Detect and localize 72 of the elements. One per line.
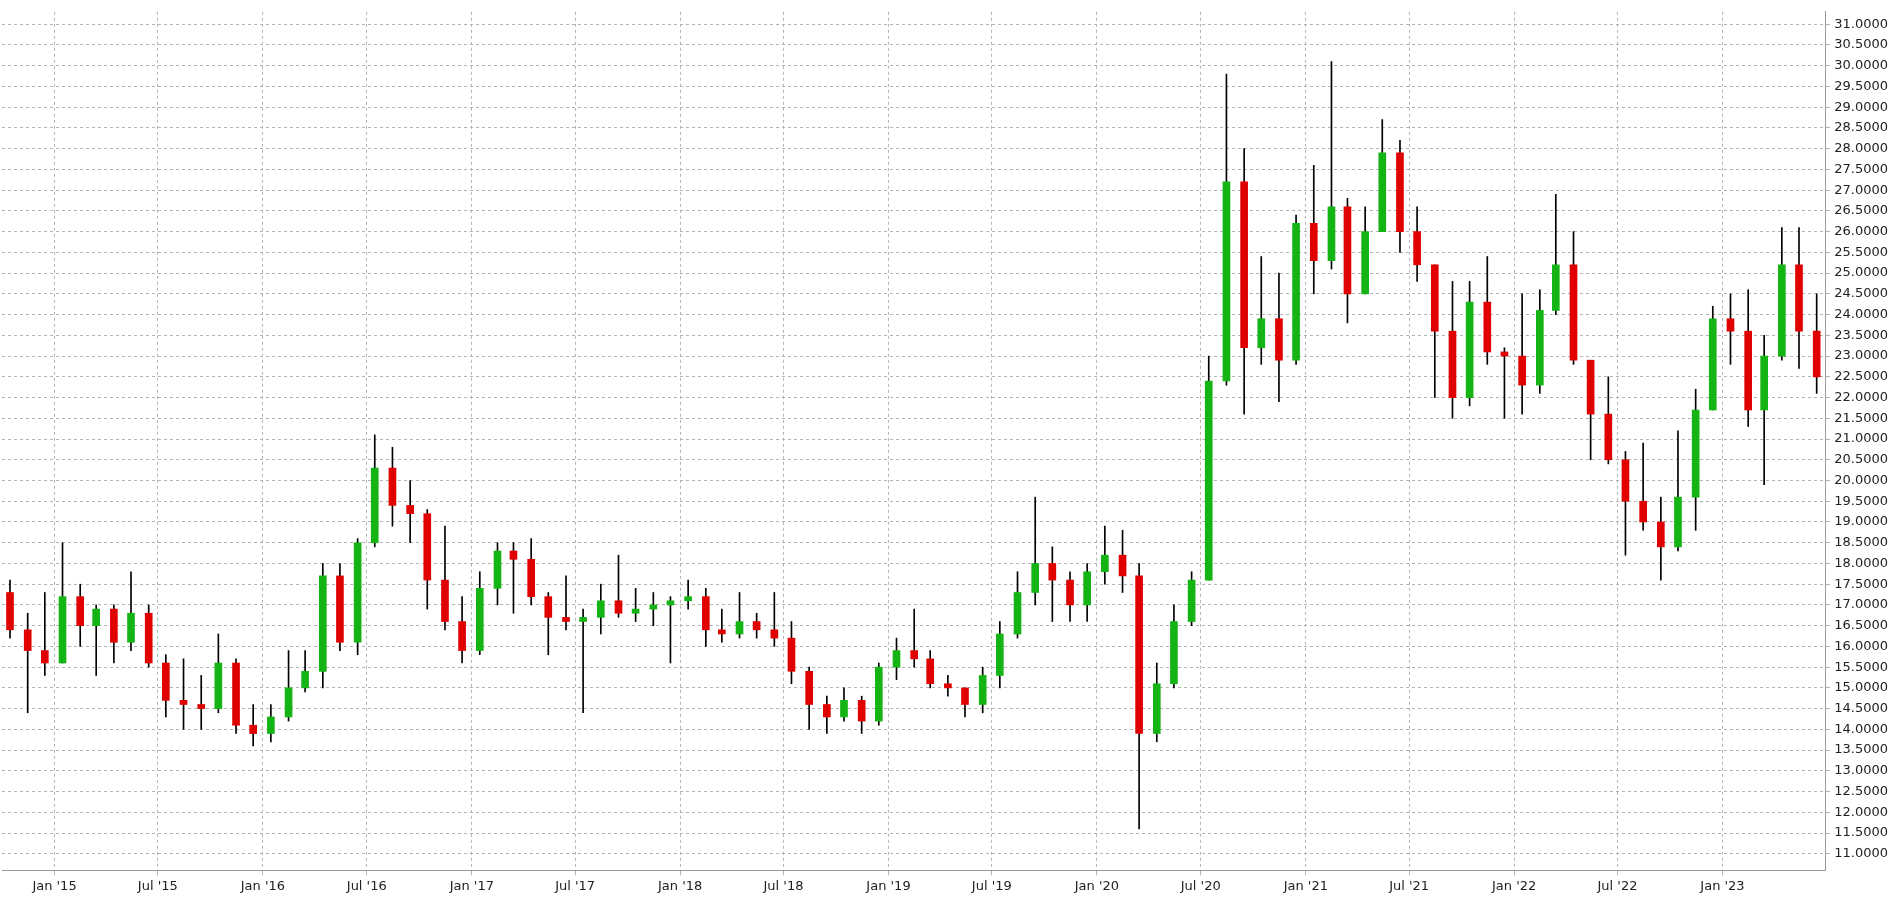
candlestick xyxy=(197,675,206,730)
x-tick-label: Jan '15 xyxy=(31,877,77,893)
y-tick-label: 25.5000 xyxy=(1834,243,1889,259)
y-tick-label: 22.5000 xyxy=(1834,368,1889,384)
x-tick-label: Jan '23 xyxy=(1699,877,1745,893)
y-tick-label: 14.5000 xyxy=(1834,700,1889,716)
y-tick-label: 14.0000 xyxy=(1834,720,1889,736)
x-tick-label: Jan '22 xyxy=(1490,877,1537,893)
candlestick xyxy=(944,675,952,697)
y-tick-label: 12.5000 xyxy=(1834,782,1889,798)
y-tick-label: 13.5000 xyxy=(1834,741,1889,757)
y-tick-label: 24.5000 xyxy=(1834,285,1889,301)
y-tick-label: 11.0000 xyxy=(1834,845,1889,861)
x-tick-label: Jul '17 xyxy=(554,877,596,893)
candlestick xyxy=(717,608,726,643)
x-tick-label: Jul '16 xyxy=(345,877,387,893)
candlestick xyxy=(579,608,587,714)
candlestick xyxy=(23,612,32,714)
y-tick-label: 21.5000 xyxy=(1834,409,1889,425)
y-tick-label: 17.5000 xyxy=(1834,575,1889,591)
candlestick xyxy=(910,608,919,668)
y-tick-label: 27.5000 xyxy=(1834,160,1889,176)
x-tick-label: Jan '20 xyxy=(1073,877,1120,893)
y-tick-label: 31.0000 xyxy=(1834,15,1889,31)
y-tick-label: 20.5000 xyxy=(1834,451,1889,467)
candlestick xyxy=(249,704,257,747)
y-tick-label: 25.0000 xyxy=(1834,264,1889,280)
y-tick-label: 26.0000 xyxy=(1834,223,1889,239)
y-tick-label: 11.5000 xyxy=(1834,824,1889,840)
y-tick-label: 13.0000 xyxy=(1834,762,1889,778)
x-tick-label: Jul '15 xyxy=(136,877,178,893)
y-tick-label: 19.0000 xyxy=(1834,513,1889,529)
y-tick-label: 15.0000 xyxy=(1834,679,1889,695)
y-tick-label: 20.0000 xyxy=(1834,471,1889,487)
y-tick-label: 23.5000 xyxy=(1834,326,1889,342)
y-tick-label: 29.0000 xyxy=(1834,98,1889,114)
candlestick xyxy=(562,575,570,631)
x-tick-label: Jul '19 xyxy=(970,877,1012,893)
x-tick-label: Jul '20 xyxy=(1179,877,1221,893)
y-tick-label: 26.5000 xyxy=(1834,202,1889,218)
y-tick-label: 16.5000 xyxy=(1834,617,1889,633)
candlestick xyxy=(684,579,692,610)
y-tick-label: 18.0000 xyxy=(1834,554,1889,570)
y-tick-label: 24.0000 xyxy=(1834,305,1889,321)
y-tick-label: 27.0000 xyxy=(1834,181,1889,197)
y-tick-label: 30.0000 xyxy=(1834,57,1889,73)
y-tick-label: 19.5000 xyxy=(1834,492,1889,508)
y-tick-label: 22.0000 xyxy=(1834,388,1889,404)
y-tick-label: 23.0000 xyxy=(1834,347,1889,363)
candlestick xyxy=(406,480,414,544)
candlestick xyxy=(92,604,101,676)
x-tick-label: Jan '17 xyxy=(448,877,494,893)
x-tick-label: Jan '18 xyxy=(657,877,703,893)
y-tick-label: 29.5000 xyxy=(1834,77,1889,93)
x-tick-label: Jul '22 xyxy=(1596,877,1638,893)
candlestick xyxy=(1639,442,1647,531)
x-tick-label: Jul '18 xyxy=(762,877,804,893)
y-tick-label: 21.0000 xyxy=(1834,430,1889,446)
y-tick-label: 15.5000 xyxy=(1834,658,1889,674)
candlestick xyxy=(40,592,49,676)
y-tick-label: 28.5000 xyxy=(1834,119,1889,135)
candlestick xyxy=(1518,293,1526,415)
y-tick-label: 16.0000 xyxy=(1834,637,1889,653)
y-tick-label: 12.0000 xyxy=(1834,803,1889,819)
x-tick-label: Jan '16 xyxy=(239,877,286,893)
y-tick-label: 28.0000 xyxy=(1834,140,1889,156)
x-tick-label: Jan '19 xyxy=(865,877,911,893)
y-tick-label: 18.5000 xyxy=(1834,534,1889,550)
y-tick-label: 30.5000 xyxy=(1834,36,1889,52)
x-tick-label: Jul '21 xyxy=(1388,877,1430,893)
y-tick-label: 17.0000 xyxy=(1834,596,1889,612)
x-tick-label: Jan '21 xyxy=(1282,877,1328,893)
